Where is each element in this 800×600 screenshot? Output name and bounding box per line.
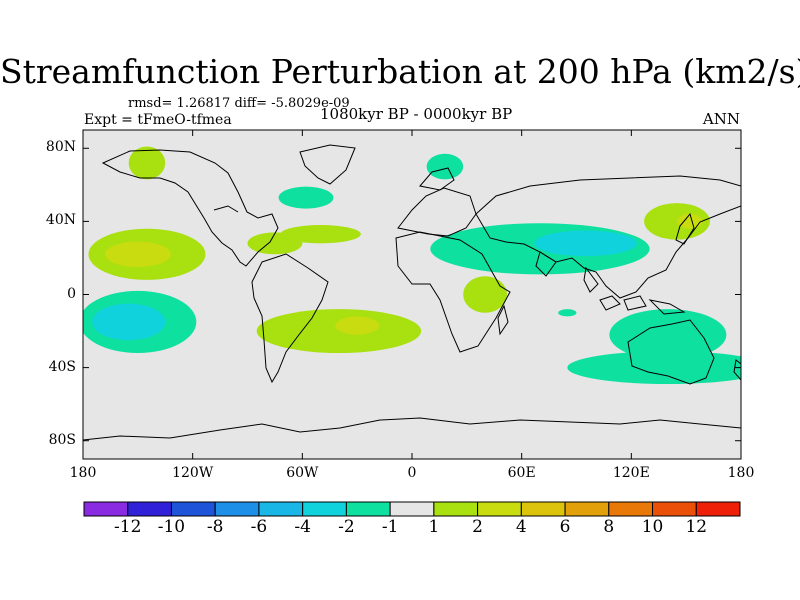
colorbar: [83, 501, 741, 517]
colorbar-swatch: [83, 501, 129, 517]
colorbar-label: 12: [685, 517, 708, 537]
colorbar-swatch: [127, 501, 172, 517]
colorbar-swatch: [652, 501, 697, 517]
colorbar-label: 1: [428, 517, 440, 537]
lon-tick-label: 180: [727, 465, 755, 481]
anomaly-southern-ocean-negative: [567, 351, 741, 385]
colorbar-label: -6: [250, 517, 268, 537]
anomaly-alaska-positive: [128, 146, 166, 180]
anomaly-north-pacific-core: [104, 241, 171, 268]
anomaly-layer: [83, 146, 741, 385]
colorbar-label: -4: [294, 517, 311, 537]
page-title: Streamfunction Perturbation at 200 hPa (…: [0, 52, 800, 91]
colorbar-swatch: [302, 501, 347, 517]
experiment-line: Expt = tFmeO-tfmea: [84, 112, 232, 128]
anomaly-gulf-mexico-positive: [247, 232, 303, 255]
lat-tick-label: 80N: [45, 139, 76, 156]
lon-tick-label: 60W: [286, 465, 319, 481]
colorbar-label: 10: [641, 517, 664, 537]
colorbar-swatch: [170, 501, 216, 517]
anomaly-south-atlantic-core: [335, 316, 380, 335]
colorbar-swatch: [695, 501, 741, 517]
anomaly-australia-negative: [609, 309, 727, 361]
anomaly-asia-core: [534, 230, 637, 257]
stats-line: rmsd= 1.26817 diff= -5.8029e-09: [128, 96, 350, 111]
lat-tick-label: 0: [67, 285, 76, 302]
lat-tick-label: 40N: [45, 212, 76, 229]
colorbar-swatch: [520, 501, 566, 517]
colorbar-swatch: [214, 501, 260, 517]
colorbar-label: -2: [338, 517, 355, 537]
colorbar-label: -12: [114, 517, 142, 537]
anomaly-north-atlantic-positive: [280, 225, 361, 244]
anomaly-east-africa-positive: [463, 276, 508, 313]
map-subtitle: 1080kyr BP - 0000kyr BP: [320, 105, 513, 123]
lon-tick-label: 180: [69, 465, 97, 481]
colorbar-swatch: [258, 501, 304, 517]
anomaly-japan-core: [677, 214, 703, 229]
colorbar-swatch: [608, 501, 654, 517]
lon-tick-label: 60E: [507, 465, 536, 481]
anomaly-canada-negative: [278, 186, 334, 209]
colorbar-swatch: [389, 501, 435, 517]
colorbar-swatch: [477, 501, 522, 517]
colorbar-label: 6: [559, 517, 571, 537]
lon-tick-label: 0: [407, 465, 417, 481]
season-label: ANN: [702, 110, 740, 128]
lon-tick-label: 120W: [172, 465, 214, 481]
anomaly-greenland-sea-negative: [426, 153, 464, 180]
colorbar-swatch: [345, 501, 391, 517]
lon-tick-label: 120E: [612, 465, 650, 481]
anomaly-south-atlantic-positive: [256, 309, 422, 353]
colorbar-swatch: [433, 501, 479, 517]
colorbar-label: -1: [381, 517, 399, 537]
colorbar-label: 8: [603, 517, 615, 537]
map-background: [83, 130, 741, 459]
anomaly-south-pacific-core: [92, 303, 166, 341]
axis-ticks: [82, 130, 742, 459]
colorbar-label: -10: [157, 517, 186, 537]
colorbar-label: 2: [472, 517, 483, 537]
colorbar-swatch: [564, 501, 610, 517]
lat-tick-label: 40S: [48, 358, 76, 375]
lat-tick-label: 80S: [48, 431, 76, 448]
coastlines: [83, 144, 741, 441]
colorbar-label: -8: [206, 517, 224, 537]
anomaly-indian-ocean-negative: [558, 309, 577, 317]
colorbar-label: 4: [515, 517, 527, 537]
